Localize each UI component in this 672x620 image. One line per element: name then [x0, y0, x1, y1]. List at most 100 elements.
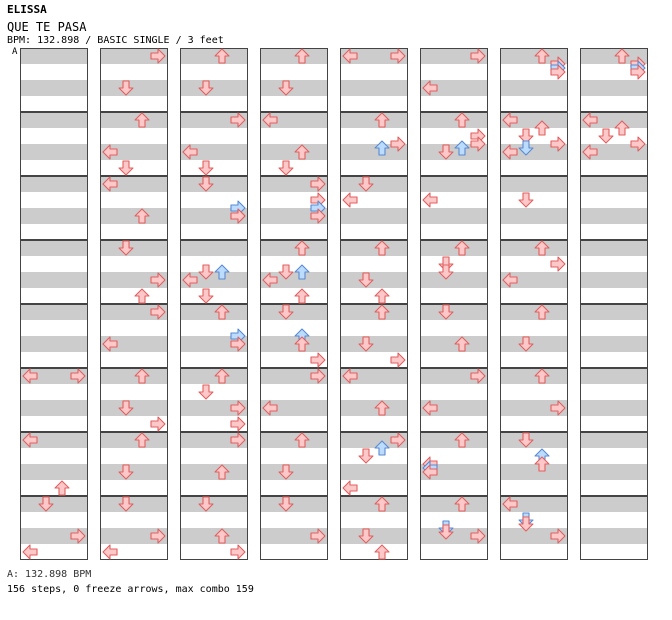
- beat-stripe: [260, 288, 328, 304]
- left-arrow-note: [502, 272, 518, 288]
- measure-border: [180, 240, 248, 304]
- right-arrow-note: [310, 368, 326, 384]
- right-arrow-note: [390, 432, 406, 448]
- beat-stripe: [420, 416, 488, 432]
- beat-stripe: [580, 448, 648, 464]
- measure-border: [340, 368, 408, 432]
- beat-stripe: [260, 144, 328, 160]
- right-arrow-note: [150, 304, 166, 320]
- beat-stripe: [180, 64, 248, 80]
- chart-info: BPM: 132.898 / BASIC SINGLE / 3 feet: [7, 35, 224, 46]
- beat-stripe: [340, 304, 408, 320]
- beat-stripe: [500, 176, 568, 192]
- measure-border: [340, 176, 408, 240]
- measure: [500, 368, 568, 432]
- down-arrow-note: [518, 432, 534, 448]
- beat-stripe: [20, 64, 88, 80]
- beat-stripe: [580, 384, 648, 400]
- right-arrow-note: [550, 136, 566, 152]
- beat-stripe: [180, 128, 248, 144]
- down-arrow-note: [198, 384, 214, 400]
- measure-border: [340, 112, 408, 176]
- right-arrow-note: [470, 48, 486, 64]
- left-arrow-note: [262, 112, 278, 128]
- beat-stripe: [100, 80, 168, 96]
- beat-stripe: [420, 240, 488, 256]
- beat-stripe: [100, 112, 168, 128]
- up-arrow-note: [454, 240, 470, 256]
- measure-border: [500, 432, 568, 496]
- beat-stripe: [20, 464, 88, 480]
- measure-border: [500, 240, 568, 304]
- beat-stripe: [180, 144, 248, 160]
- left-arrow-note: [342, 192, 358, 208]
- measure: [580, 496, 648, 560]
- beat-stripe: [20, 48, 88, 64]
- measure: [260, 304, 328, 368]
- down-arrow-note: [278, 464, 294, 480]
- measure: [180, 48, 248, 112]
- beat-stripe: [420, 320, 488, 336]
- up-arrow-note: [294, 240, 310, 256]
- up-arrow-note: [534, 368, 550, 384]
- beat-stripe: [260, 544, 328, 560]
- beat-stripe: [580, 272, 648, 288]
- beat-stripe: [500, 288, 568, 304]
- beat-stripe: [500, 448, 568, 464]
- beat-stripe: [20, 528, 88, 544]
- measure-border: [420, 432, 488, 496]
- measure: [180, 368, 248, 432]
- up-arrow-note: [374, 304, 390, 320]
- down-arrow-note: [198, 288, 214, 304]
- beat-stripe: [180, 416, 248, 432]
- beat-stripe: [260, 464, 328, 480]
- measure-border: [420, 240, 488, 304]
- beat-stripe: [500, 192, 568, 208]
- left-arrow-note: [102, 544, 118, 560]
- up-arrow-note: [214, 48, 230, 64]
- measure-border: [500, 368, 568, 432]
- beat-stripe: [180, 544, 248, 560]
- beat-stripe: [180, 528, 248, 544]
- beat-stripe: [100, 128, 168, 144]
- right-arrow-note: [630, 64, 646, 80]
- beat-stripe: [580, 320, 648, 336]
- up-arrow-note: [534, 120, 550, 136]
- up-arrow-note: [214, 528, 230, 544]
- beat-stripe: [420, 64, 488, 80]
- measure-border: [340, 48, 408, 112]
- chart-column: [420, 48, 488, 560]
- down-arrow-note: [438, 144, 454, 160]
- beat-stripe: [420, 144, 488, 160]
- beat-stripe: [420, 368, 488, 384]
- beat-stripe: [20, 128, 88, 144]
- measure-border: [420, 176, 488, 240]
- right-arrow-note: [70, 368, 86, 384]
- left-arrow-note: [22, 544, 38, 560]
- right-arrow-note: [230, 432, 246, 448]
- measure: [260, 240, 328, 304]
- measure-border: [260, 496, 328, 560]
- beat-stripe: [580, 144, 648, 160]
- up-arrow-note: [374, 400, 390, 416]
- down-arrow-note: [358, 272, 374, 288]
- down-arrow-note: [358, 336, 374, 352]
- measure-border: [580, 176, 648, 240]
- beat-stripe: [500, 96, 568, 112]
- beat-stripe: [500, 304, 568, 320]
- beat-stripe: [20, 368, 88, 384]
- beat-stripe: [100, 352, 168, 368]
- beat-stripe: [20, 496, 88, 512]
- beat-stripe: [100, 432, 168, 448]
- measure-border: [340, 432, 408, 496]
- beat-stripe: [260, 80, 328, 96]
- beat-stripe: [260, 112, 328, 128]
- measure: [420, 368, 488, 432]
- beat-stripe: [260, 160, 328, 176]
- beat-stripe: [420, 304, 488, 320]
- beat-stripe: [20, 144, 88, 160]
- down-arrow-note: [118, 464, 134, 480]
- beat-stripe: [500, 128, 568, 144]
- beat-stripe: [180, 288, 248, 304]
- beat-stripe: [260, 48, 328, 64]
